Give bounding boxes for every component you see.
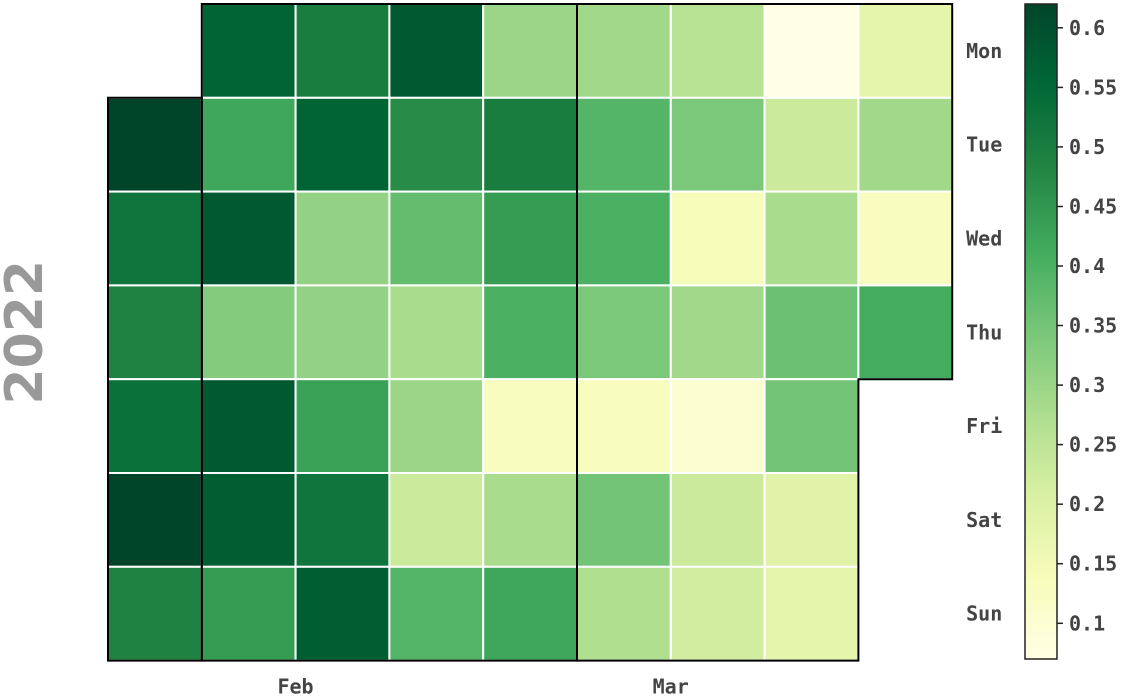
heatmap-cell	[294, 284, 391, 381]
heatmap-cell	[388, 378, 485, 475]
heatmap-cell	[482, 190, 579, 287]
heatmap-cell	[857, 284, 954, 381]
heatmap-cell	[482, 565, 579, 662]
heatmap-cell	[763, 96, 860, 193]
year-label-group: 2022	[0, 260, 55, 405]
heatmap-cell	[200, 190, 297, 287]
heatmap-cell	[576, 284, 672, 381]
heatmap-cell	[388, 190, 485, 287]
colorbar-tick-label: 0.15	[1069, 552, 1117, 576]
heatmap-cell	[763, 284, 860, 381]
heatmap-cell	[857, 190, 954, 287]
heatmap-cell	[857, 96, 954, 193]
weekday-label-thu: Thu	[966, 320, 1002, 344]
heatmap-cell	[200, 565, 297, 662]
month-labels: Feb Mar	[277, 675, 688, 698]
heatmap-cell	[576, 565, 672, 662]
heatmap-cell	[294, 565, 391, 662]
colorbar-tick-label: 0.35	[1069, 314, 1117, 338]
month-outline	[576, 3, 954, 662]
heatmap-cell	[576, 378, 672, 475]
heatmap-cell	[482, 96, 579, 193]
heatmap-cell	[200, 378, 297, 475]
weekday-label-mon: Mon	[966, 39, 1002, 63]
colorbar-ticks: 0.1 0.15 0.2 0.25 0.3 0.35 0.4 0.45 0.5 0.55 0.6	[1057, 16, 1117, 635]
heatmap-cell	[294, 378, 391, 475]
heatmap-cell	[763, 565, 860, 662]
colorbar-tick-label: 0.55	[1069, 75, 1117, 99]
heatmap-cell	[294, 190, 391, 287]
heatmap-cell	[482, 378, 579, 475]
heatmap-cell	[482, 472, 579, 568]
heatmap-cell	[107, 378, 203, 475]
weekday-label-tue: Tue	[966, 133, 1002, 157]
heatmap-cell	[669, 190, 766, 287]
heatmap-cell	[669, 565, 766, 662]
weekday-label-sat: Sat	[966, 508, 1002, 532]
heatmap-cell	[763, 378, 860, 475]
colorbar-tick-label: 0.1	[1069, 611, 1105, 635]
heatmap-cell	[294, 472, 391, 568]
colorbar-tick-label: 0.25	[1069, 433, 1117, 457]
heatmap-cell	[107, 284, 203, 381]
heatmap-cell	[763, 472, 860, 568]
heatmap-cell	[388, 284, 485, 381]
heatmap-cell	[669, 96, 766, 193]
heatmap-cell	[388, 3, 485, 99]
month-label-mar: Mar	[653, 675, 689, 698]
heatmap-cell	[669, 3, 766, 99]
colorbar-tick-label: 0.3	[1069, 373, 1105, 397]
heatmap-cell	[200, 96, 297, 193]
year-label: 2022	[0, 260, 55, 405]
heatmap-cell	[107, 190, 203, 287]
weekday-labels: Mon Tue Wed Thu Fri Sat Sun	[966, 39, 1002, 626]
colorbar-gradient	[1024, 3, 1058, 660]
weekday-label-sun: Sun	[966, 602, 1002, 626]
weekday-label-wed: Wed	[966, 227, 1002, 251]
colorbar-tick-label: 0.4	[1069, 254, 1105, 278]
heatmap-cell	[669, 378, 766, 475]
heatmap-cell	[763, 190, 860, 287]
heatmap-cell	[388, 96, 485, 193]
colorbar-tick-label: 0.6	[1069, 16, 1105, 40]
heatmap-cell	[482, 3, 579, 99]
heatmap-cell	[200, 472, 297, 568]
heatmap-cell	[388, 565, 485, 662]
heatmap-cell	[107, 565, 203, 662]
heatmap-cell	[669, 284, 766, 381]
month-outlines	[107, 3, 954, 662]
colorbar: 0.1 0.15 0.2 0.25 0.3 0.35 0.4 0.45 0.5 0.55 0.6	[1024, 3, 1117, 660]
heatmap-cell	[576, 472, 672, 568]
colorbar-tick-label: 0.5	[1069, 135, 1105, 159]
heatmap-cell	[576, 190, 672, 287]
heatmap-cell	[107, 472, 203, 568]
heatmap-cell	[576, 3, 672, 99]
heatmap-cells	[107, 3, 954, 662]
heatmap-cell	[482, 284, 579, 381]
heatmap-cell	[200, 284, 297, 381]
weekday-label-fri: Fri	[966, 414, 1002, 438]
heatmap-cell	[388, 472, 485, 568]
heatmap-cell	[857, 3, 954, 99]
heatmap-cell	[669, 472, 766, 568]
heatmap-cell	[294, 96, 391, 193]
heatmap-cell	[200, 3, 297, 99]
colorbar-tick-label: 0.2	[1069, 492, 1105, 516]
heatmap-cell	[294, 3, 391, 99]
heatmap-cell	[107, 96, 203, 193]
month-label-feb: Feb	[277, 675, 313, 698]
heatmap-cell	[576, 96, 672, 193]
heatmap-cell	[763, 3, 860, 99]
colorbar-tick-label: 0.45	[1069, 195, 1117, 219]
